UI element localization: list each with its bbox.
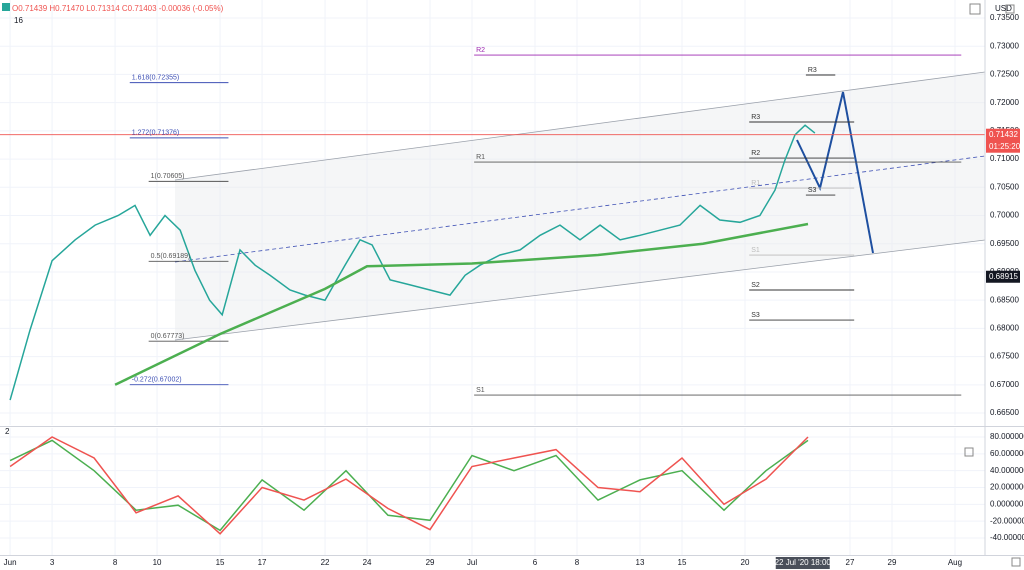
level-label: 0(0.67773) <box>151 333 185 340</box>
x-tick-label: 22 <box>321 558 330 567</box>
currency: USD <box>995 4 1012 13</box>
series-line <box>9 124 816 401</box>
level-label: 0.5(0.69189) <box>151 253 191 260</box>
y-tick-label: 0.70000 <box>990 211 1019 220</box>
projection <box>796 91 874 254</box>
y-tick-label: 80.000000 <box>990 432 1024 441</box>
level-label: R2 <box>751 150 760 157</box>
x-tick-label: 24 <box>363 558 372 567</box>
channel <box>175 72 985 340</box>
grid <box>0 0 985 555</box>
x-tick-label: 10 <box>153 558 162 567</box>
y-tick-label: 0.73500 <box>990 13 1019 22</box>
level-label: -0.272(0.67002) <box>132 377 182 384</box>
x-tick-label: 20 <box>741 558 750 567</box>
y-tick-label: 0.69500 <box>990 239 1019 248</box>
level-label: S3 <box>808 187 817 194</box>
price-tag-label: 0.71432 <box>989 130 1018 139</box>
level-label: S1 <box>751 247 760 254</box>
level-label: R3 <box>808 67 817 74</box>
y-tick-label: 60.000000 <box>990 449 1024 458</box>
interval: 16 <box>14 16 23 25</box>
level-label: R1 <box>476 154 485 161</box>
channel-top <box>174 71 986 181</box>
x-tick-label: 29 <box>888 558 897 567</box>
level-label: S2 <box>751 282 760 289</box>
level-label: S3 <box>751 312 760 319</box>
y-tick-label: -40.000000 <box>990 533 1024 542</box>
y-tick-label: 0.67000 <box>990 380 1019 389</box>
crosshair-tag <box>775 557 830 569</box>
y-tick-label: 40.000000 <box>990 466 1024 475</box>
settings-button[interactable] <box>969 3 981 15</box>
series-line <box>114 222 809 386</box>
pane-button[interactable] <box>964 447 974 457</box>
x-tick-label: Aug <box>948 558 962 567</box>
series-line <box>9 436 809 535</box>
y-tick-label: 0.70500 <box>990 182 1019 191</box>
price-tag <box>986 128 1020 153</box>
x-tick-label: 3 <box>50 558 55 567</box>
y-tick-label: 0.73000 <box>990 41 1019 50</box>
y-tick-label: 0.68000 <box>990 323 1019 332</box>
x-tick-label: 8 <box>575 558 580 567</box>
y-tick-label: -20.000000 <box>990 516 1024 525</box>
crosshair-label: 22 Jul '20 18:00 <box>775 558 832 567</box>
y-tick-label: 0.72000 <box>990 98 1019 107</box>
y-tick-label: 0.68500 <box>990 295 1019 304</box>
price-tag <box>986 270 1020 283</box>
x-tick-label: 15 <box>678 558 687 567</box>
symbol-icon[interactable] <box>2 3 10 11</box>
x-tick-label: 27 <box>846 558 855 567</box>
osc-label: 2 <box>5 427 10 436</box>
x-tick-label: 29 <box>426 558 435 567</box>
level-label: 1.272(0.71376) <box>132 130 179 137</box>
plot <box>0 54 985 535</box>
y-tick-label: 0.66500 <box>990 408 1019 417</box>
channel-bottom <box>174 239 986 341</box>
maximize-button[interactable] <box>1005 4 1015 14</box>
level-label: R3 <box>751 114 760 121</box>
level-label: S1 <box>476 387 485 394</box>
y-tick-label: 0.67500 <box>990 352 1019 361</box>
y-tick-label: 0.71000 <box>990 154 1019 163</box>
countdown-label: 01:25:20 <box>989 142 1021 151</box>
ohlc-legend: O0.71439 H0.71470 L0.71314 C0.71403 -0.0… <box>12 4 224 13</box>
x-tick-label: 13 <box>636 558 645 567</box>
level-label: 1.618(0.72355) <box>132 74 179 81</box>
price-tag-label: 0.68915 <box>989 272 1018 281</box>
channel-mid <box>174 155 986 263</box>
x-tick-label: 6 <box>533 558 538 567</box>
level-label: R1 <box>751 180 760 187</box>
x-tick-label: 17 <box>258 558 267 567</box>
level-label: 1(0.70605) <box>151 173 185 180</box>
y-tick-label: 20.000000 <box>990 483 1024 492</box>
x-tick-label: Jun <box>4 558 17 567</box>
y-tick-label: 0.72500 <box>990 70 1019 79</box>
y-tick-label: 0.000000 <box>990 499 1024 508</box>
x-tick-label: 8 <box>113 558 118 567</box>
x-tick-label: Jul <box>467 558 477 567</box>
axis-settings[interactable] <box>1011 557 1021 567</box>
level-label: R2 <box>476 47 485 54</box>
x-tick-label: 15 <box>216 558 225 567</box>
